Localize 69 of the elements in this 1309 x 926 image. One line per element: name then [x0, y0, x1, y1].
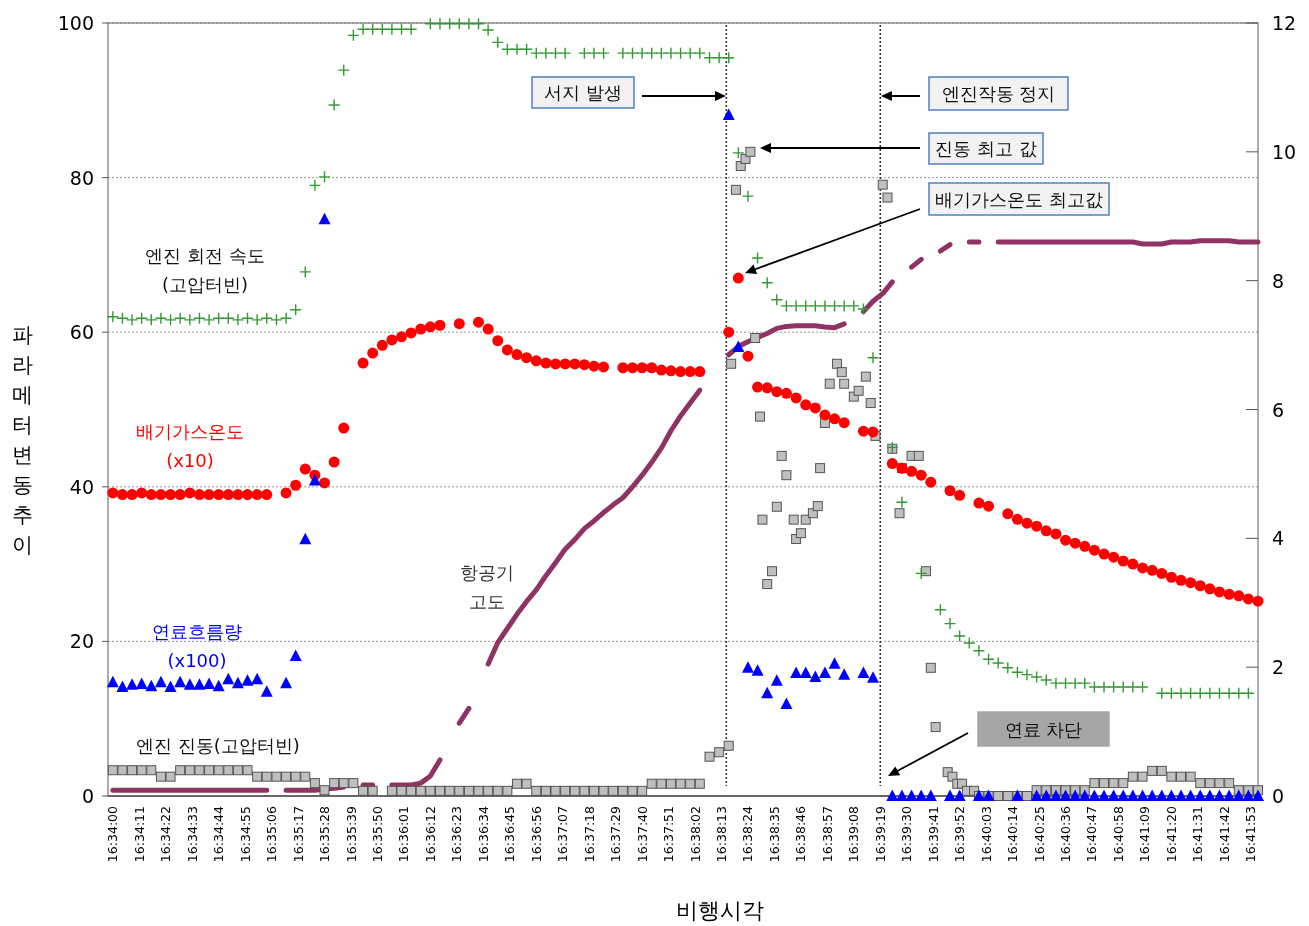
x-tick-label: 16:40:47 — [1084, 806, 1100, 863]
y2-tick-label: 4 — [1272, 527, 1285, 550]
annotation: 엔진작동 정지 — [941, 83, 1056, 104]
x-tick-label: 16:35:17 — [290, 806, 306, 863]
y-tick-label: 80 — [69, 166, 94, 189]
x-tick-label: 16:34:55 — [237, 806, 253, 863]
x-tick-label: 16:39:30 — [899, 805, 915, 863]
x-tick-label: 16:39:52 — [952, 806, 968, 863]
x-tick-label: 16:38:02 — [687, 806, 703, 863]
x-tick-label: 16:40:58 — [1110, 805, 1126, 863]
annotation: 연료 차단 — [977, 711, 1110, 747]
x-tick-label: 16:34:44 — [211, 805, 227, 863]
x-tick-label: 16:36:34 — [475, 805, 491, 863]
y2-tick-label: 8 — [1272, 269, 1285, 292]
y2-tick-label: 2 — [1272, 656, 1285, 679]
x-tick-label: 16:34:00 — [105, 805, 121, 863]
x-tick-label: 16:34:11 — [131, 806, 147, 863]
x-tick-label: 16:35:50 — [369, 805, 385, 863]
annotation: 진동 최고 값 — [928, 132, 1044, 165]
y-axis-title: 파라메터변동추이 — [11, 323, 33, 557]
x-tick-label: 16:37:07 — [555, 806, 571, 863]
x-tick-label: 16:36:01 — [396, 806, 412, 863]
x-tick-label: 16:38:46 — [793, 805, 809, 863]
y-tick-label: 60 — [69, 321, 94, 344]
x-axis-title: 비행시각 — [676, 898, 764, 923]
y-tick-label: 40 — [69, 475, 94, 498]
x-tick-label: 16:37:18 — [581, 805, 597, 863]
x-tick-label: 16:35:39 — [343, 805, 359, 863]
x-tick-label: 16:41:20 — [1163, 805, 1179, 863]
annotation: 엔진작동 정지 — [928, 76, 1069, 111]
x-tick-label: 16:38:13 — [713, 806, 729, 863]
y2-tick-label: 0 — [1272, 785, 1285, 807]
x-tick-label: 16:37:40 — [634, 805, 650, 863]
x-tick-label: 16:36:23 — [449, 806, 465, 863]
annotation: 서지 발생 — [544, 82, 622, 103]
x-tick-label: 16:41:42 — [1216, 806, 1232, 863]
y2-tick-label: 6 — [1272, 398, 1285, 421]
annotation: 진동 최고 값 — [935, 138, 1037, 159]
x-tick-label: 16:36:45 — [502, 806, 518, 863]
x-tick-label: 16:39:19 — [872, 805, 888, 863]
annotation: 배기가스온도 최고값 — [935, 188, 1103, 210]
x-tick-label: 16:35:06 — [264, 805, 280, 863]
y-tick-label: 0 — [81, 785, 94, 807]
y2-tick-label: 10 — [1272, 140, 1297, 163]
x-tick-label: 16:41:09 — [1137, 805, 1153, 863]
y-tick-label: 100 — [57, 12, 94, 34]
x-tick-label: 16:38:24 — [740, 805, 756, 863]
x-tick-label: 16:38:57 — [819, 806, 835, 863]
x-tick-label: 16:39:08 — [846, 805, 862, 863]
annotation: 서지 발생 — [531, 76, 635, 109]
x-tick-label: 16:35:28 — [317, 805, 333, 863]
x-tick-label: 16:37:51 — [661, 806, 677, 863]
x-tick-label: 16:34:22 — [158, 806, 174, 863]
y2-tick-label: 12 — [1272, 12, 1297, 34]
y-tick-label: 20 — [69, 630, 94, 653]
x-tick-label: 16:40:14 — [1005, 805, 1021, 863]
x-tick-label: 16:39:41 — [925, 806, 941, 863]
x-tick-label: 16:40:25 — [1031, 806, 1047, 863]
x-tick-label: 16:34:33 — [184, 806, 200, 863]
x-tick-label: 16:41:31 — [1190, 806, 1206, 863]
x-tick-label: 16:41:53 — [1243, 806, 1259, 863]
annotation: 연료 차단 — [1004, 718, 1083, 740]
x-tick-label: 16:37:29 — [608, 805, 624, 863]
x-tick-label: 16:40:36 — [1058, 805, 1074, 863]
x-tick-label: 16:36:12 — [422, 806, 438, 863]
x-tick-label: 16:36:56 — [528, 805, 544, 863]
annotation: 배기가스온도 최고값 — [928, 182, 1110, 216]
x-tick-label: 16:40:03 — [978, 806, 994, 863]
x-tick-label: 16:38:35 — [766, 806, 782, 863]
